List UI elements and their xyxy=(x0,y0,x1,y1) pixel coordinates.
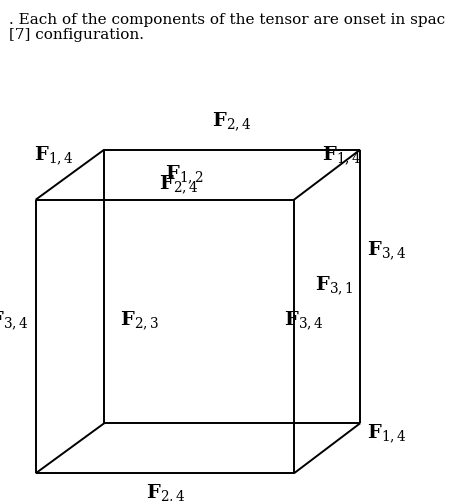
Text: $\mathbf{F}_{3,4}$: $\mathbf{F}_{3,4}$ xyxy=(0,310,28,332)
Text: $\mathbf{F}_{1,4}$: $\mathbf{F}_{1,4}$ xyxy=(322,144,362,166)
Text: $\mathbf{F}_{1,4}$: $\mathbf{F}_{1,4}$ xyxy=(367,422,407,444)
Text: $\mathbf{F}_{3,1}$: $\mathbf{F}_{3,1}$ xyxy=(315,275,354,297)
Text: $\mathbf{F}_{2,4}$: $\mathbf{F}_{2,4}$ xyxy=(212,111,252,133)
Text: . Each of the components of the tensor are onset in spac: . Each of the components of the tensor a… xyxy=(9,13,446,27)
Text: $\mathbf{F}_{2,4}$: $\mathbf{F}_{2,4}$ xyxy=(146,482,186,501)
Text: $\mathbf{F}_{1,4}$: $\mathbf{F}_{1,4}$ xyxy=(34,144,73,166)
Text: $\mathbf{F}_{1,2}$: $\mathbf{F}_{1,2}$ xyxy=(165,163,204,185)
Text: $\mathbf{F}_{3,4}$: $\mathbf{F}_{3,4}$ xyxy=(284,310,324,332)
Text: $\mathbf{F}_{2,4}$: $\mathbf{F}_{2,4}$ xyxy=(159,173,199,195)
Text: [7] configuration.: [7] configuration. xyxy=(9,28,145,42)
Text: $\mathbf{F}_{2,3}$: $\mathbf{F}_{2,3}$ xyxy=(120,310,159,332)
Text: $\mathbf{F}_{3,4}$: $\mathbf{F}_{3,4}$ xyxy=(367,239,407,262)
